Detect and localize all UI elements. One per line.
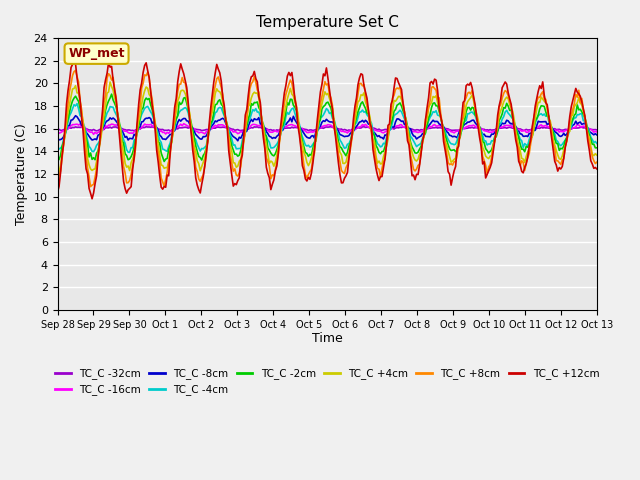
TC_C +4cm	[218, 92, 225, 97]
Line: TC_C -16cm: TC_C -16cm	[58, 124, 597, 134]
TC_C +8cm	[593, 159, 601, 165]
TC_C +8cm	[292, 103, 300, 108]
Text: WP_met: WP_met	[68, 47, 125, 60]
TC_C +12cm	[593, 166, 601, 172]
TC_C +12cm	[105, 60, 113, 65]
TC_C -32cm	[593, 127, 601, 133]
Line: TC_C -4cm: TC_C -4cm	[58, 104, 597, 152]
TC_C -8cm	[236, 134, 243, 140]
TC_C -16cm	[236, 130, 243, 136]
TC_C +4cm	[292, 104, 300, 110]
TC_C -16cm	[54, 131, 61, 137]
Line: TC_C +4cm: TC_C +4cm	[58, 82, 597, 172]
TC_C -32cm	[54, 127, 61, 133]
TC_C +4cm	[123, 164, 131, 170]
TC_C +4cm	[593, 152, 601, 158]
TC_C -4cm	[54, 147, 61, 153]
TC_C +8cm	[123, 180, 131, 186]
TC_C +4cm	[106, 79, 114, 85]
TC_C -8cm	[72, 113, 79, 119]
TC_C +4cm	[566, 129, 573, 134]
TC_C -2cm	[292, 108, 300, 113]
TC_C -8cm	[122, 134, 129, 140]
TC_C +8cm	[87, 184, 95, 190]
TC_C -4cm	[593, 141, 601, 146]
TC_C +12cm	[292, 104, 300, 110]
Line: TC_C +8cm: TC_C +8cm	[58, 71, 597, 187]
TC_C -8cm	[292, 120, 300, 125]
TC_C -2cm	[54, 158, 61, 164]
TC_C -16cm	[566, 126, 573, 132]
TC_C +8cm	[54, 180, 61, 186]
Line: TC_C -8cm: TC_C -8cm	[58, 116, 597, 141]
TC_C -2cm	[122, 151, 129, 156]
TC_C -16cm	[244, 125, 252, 131]
TC_C +4cm	[244, 104, 252, 109]
TC_C -16cm	[292, 124, 300, 130]
TC_C -32cm	[243, 126, 251, 132]
TC_C -2cm	[593, 145, 601, 151]
TC_C -16cm	[593, 129, 601, 135]
TC_C -8cm	[216, 117, 223, 123]
X-axis label: Time: Time	[312, 333, 342, 346]
Title: Temperature Set C: Temperature Set C	[256, 15, 399, 30]
TC_C -4cm	[244, 118, 252, 124]
TC_C -32cm	[566, 126, 573, 132]
TC_C -4cm	[73, 101, 81, 107]
TC_C -4cm	[566, 126, 573, 132]
TC_C -4cm	[292, 115, 300, 120]
TC_C +12cm	[244, 92, 252, 98]
TC_C -16cm	[90, 132, 97, 137]
TC_C -16cm	[218, 122, 225, 128]
TC_C +8cm	[72, 68, 79, 73]
TC_C -2cm	[108, 91, 115, 97]
TC_C -2cm	[236, 152, 243, 158]
TC_C +4cm	[55, 169, 63, 175]
TC_C +12cm	[88, 196, 96, 202]
TC_C -2cm	[218, 101, 225, 107]
Line: TC_C +12cm: TC_C +12cm	[58, 62, 597, 199]
TC_C -8cm	[54, 135, 61, 141]
TC_C -16cm	[122, 128, 129, 134]
TC_C -32cm	[291, 124, 299, 130]
TC_C -2cm	[566, 123, 573, 129]
TC_C -4cm	[236, 145, 243, 151]
TC_C +12cm	[123, 190, 131, 196]
TC_C +12cm	[54, 189, 61, 195]
TC_C -32cm	[216, 124, 223, 130]
Line: TC_C -32cm: TC_C -32cm	[58, 127, 597, 131]
TC_C -16cm	[180, 121, 188, 127]
TC_C -8cm	[566, 126, 573, 132]
TC_C -32cm	[120, 127, 127, 132]
TC_C +8cm	[244, 103, 252, 108]
TC_C +8cm	[236, 170, 243, 176]
TC_C -8cm	[593, 132, 601, 138]
TC_C +12cm	[218, 78, 225, 84]
TC_C +12cm	[566, 114, 573, 120]
TC_C -8cm	[234, 138, 242, 144]
Y-axis label: Temperature (C): Temperature (C)	[15, 123, 28, 225]
TC_C -2cm	[244, 116, 252, 122]
TC_C -2cm	[161, 158, 168, 164]
Line: TC_C -2cm: TC_C -2cm	[58, 94, 597, 161]
TC_C +4cm	[236, 158, 243, 164]
TC_C +4cm	[54, 168, 61, 174]
TC_C -4cm	[126, 149, 134, 155]
TC_C -32cm	[234, 127, 242, 132]
TC_C -4cm	[218, 105, 225, 111]
TC_C +12cm	[236, 175, 243, 180]
TC_C +8cm	[566, 117, 573, 122]
TC_C -8cm	[244, 123, 252, 129]
TC_C -32cm	[166, 128, 174, 134]
Legend: TC_C -32cm, TC_C -16cm, TC_C -8cm, TC_C -4cm, TC_C -2cm, TC_C +4cm, TC_C +8cm, T: TC_C -32cm, TC_C -16cm, TC_C -8cm, TC_C …	[51, 364, 604, 399]
TC_C +8cm	[218, 84, 225, 90]
TC_C -4cm	[122, 140, 129, 146]
TC_C -32cm	[360, 124, 368, 130]
